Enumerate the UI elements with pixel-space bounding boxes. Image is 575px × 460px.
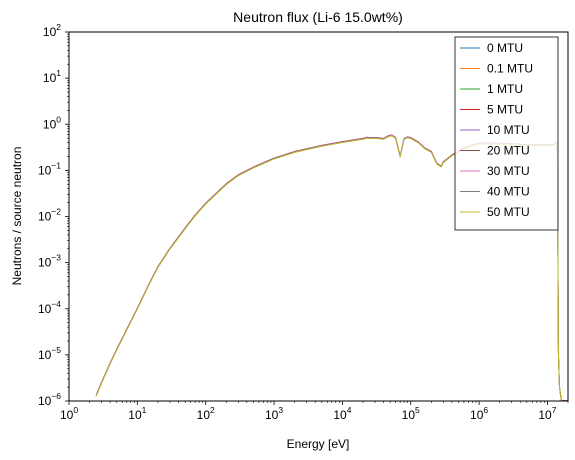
series-layer [95, 134, 568, 401]
legend-label: 0.1 MTU [487, 62, 533, 76]
y-tick-label: 10−6 [38, 391, 61, 408]
x-axis-label: Energy [eV] [287, 437, 350, 451]
x-tick-label: 104 [333, 405, 351, 422]
y-axis-ticks: 10−6 10−5 10−4 10−3 10−2 10−1 100 101 102 [38, 22, 69, 408]
chart-title: Neutron flux (Li-6 15.0wt%) [233, 9, 403, 25]
legend-label: 50 MTU [487, 205, 530, 219]
x-tick-label: 100 [60, 405, 78, 422]
x-tick-label: 105 [402, 405, 420, 422]
legend-label: 10 MTU [487, 123, 530, 137]
legend-label: 0 MTU [487, 41, 523, 55]
x-tick-label: 103 [265, 405, 283, 422]
legend-label: 20 MTU [487, 144, 530, 158]
legend-label: 30 MTU [487, 164, 530, 178]
y-tick-label: 10−4 [38, 299, 61, 316]
legend: 0 MTU 0.1 MTU 1 MTU 5 MTU 10 MTU 20 MTU 30 MTU… [454, 36, 559, 231]
x-axis-ticks: 100 101 102 103 104 105 106 107 [60, 401, 569, 422]
legend-box [454, 36, 559, 231]
y-tick-label: 10−5 [38, 345, 61, 362]
legend-label: 40 MTU [487, 185, 530, 199]
x-tick-label: 106 [470, 405, 488, 422]
x-tick-label: 107 [538, 405, 556, 422]
legend-label: 5 MTU [487, 103, 523, 117]
y-tick-label: 101 [43, 68, 61, 85]
y-axis-label: Neutrons / source neutron [10, 147, 24, 286]
x-tick-label: 101 [128, 405, 146, 422]
y-tick-label: 10−3 [38, 253, 61, 270]
legend-label: 1 MTU [487, 82, 523, 96]
y-tick-label: 102 [43, 22, 61, 39]
x-tick-label: 102 [197, 405, 215, 422]
y-tick-label: 10−2 [38, 207, 61, 224]
y-tick-label: 100 [43, 114, 61, 131]
y-tick-label: 10−1 [38, 160, 61, 177]
